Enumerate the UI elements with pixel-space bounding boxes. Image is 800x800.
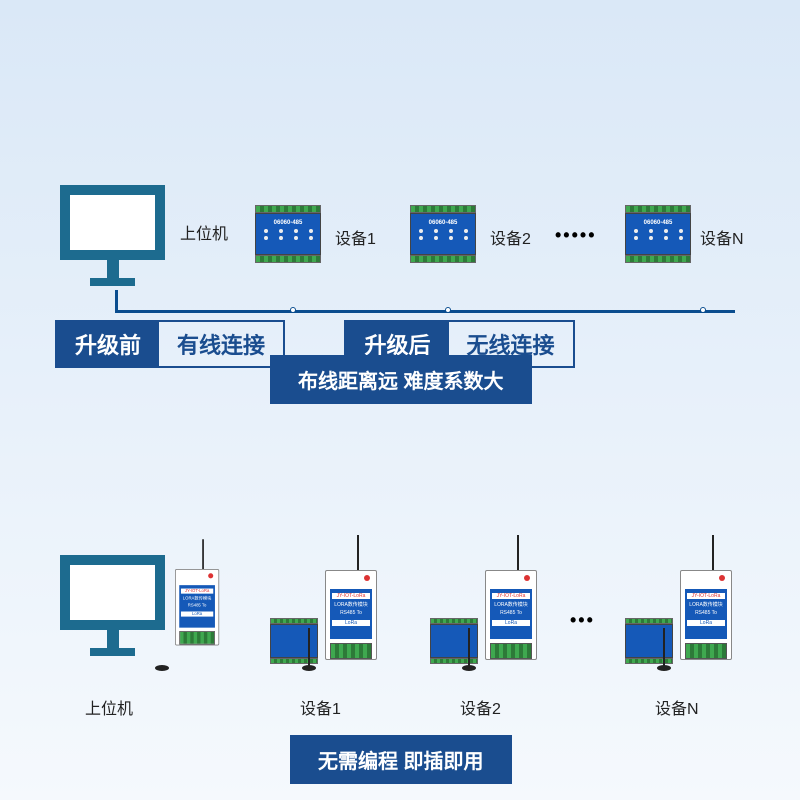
after-devn-ant-base (657, 665, 671, 671)
after-dev2-mod (430, 618, 478, 664)
conn-2 (445, 307, 451, 313)
conn-3 (700, 307, 706, 313)
before-device-n-label: 设备N (700, 225, 744, 249)
before-badge-outline: 有线连接 (159, 322, 283, 366)
after-ellipsis: ••• (570, 610, 595, 631)
before-wire-h (115, 310, 735, 313)
after-dev2-ant-base (462, 665, 476, 671)
after-dev1-ant (308, 628, 310, 666)
before-header: 升级前 有线连接 (55, 320, 285, 368)
conn-1 (290, 307, 296, 313)
after-host-ant-base (155, 665, 169, 671)
after-dev1-mod (270, 618, 318, 664)
before-caption: 布线距离远 难度系数大 (270, 355, 532, 404)
after-devn-ant (663, 628, 665, 666)
before-device-n: 06060-485 (625, 205, 691, 263)
after-dev2-ant (468, 628, 470, 666)
before-host-label: 上位机 (180, 220, 228, 244)
after-dev1-ant-base (302, 665, 316, 671)
after-host-label: 上位机 (85, 695, 133, 719)
before-monitor-icon (60, 185, 165, 286)
after-dev1-lora: JY-IOT-LoRa LORA数传模块 RS485 To LoRa (325, 530, 377, 660)
after-monitor-icon (60, 555, 165, 656)
after-dev2-label: 设备2 (460, 695, 501, 719)
before-badge-filled: 升级前 (57, 322, 159, 366)
after-dev2-lora: JY-IOT-LoRa LORA数传模块 RS485 To LoRa (485, 530, 537, 660)
after-devn-label: 设备N (655, 695, 699, 719)
before-device-2: 06060-485 (410, 205, 476, 263)
after-caption: 无需编程 即插即用 (290, 735, 512, 784)
after-host-lora: JY-IOT-LoRa LORA数传模块 RS485 To LoRa (175, 535, 219, 646)
after-devn-mod (625, 618, 673, 664)
before-device-2-label: 设备2 (490, 225, 531, 249)
before-device-1: 06060-485 (255, 205, 321, 263)
after-dev1-label: 设备1 (300, 695, 341, 719)
before-wire-v (115, 290, 118, 312)
before-ellipsis: ••••• (555, 225, 597, 246)
before-device-1-label: 设备1 (335, 225, 376, 249)
after-devn-lora: JY-IOT-LoRa LORA数传模块 RS485 To LoRa (680, 530, 732, 660)
